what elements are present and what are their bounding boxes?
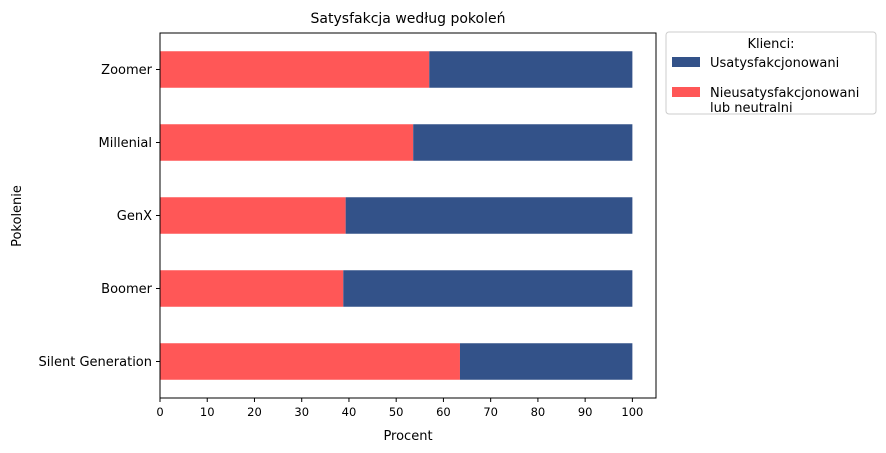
- plot-area: [160, 51, 633, 380]
- x-tick-label-6: 60: [436, 405, 451, 419]
- legend-title: Klienci:: [747, 37, 794, 52]
- bar-dissatisfied-0: [160, 343, 460, 380]
- x-tick-label-9: 90: [578, 405, 593, 419]
- x-tick-label-8: 80: [531, 405, 546, 419]
- legend-label-1: Nieusatysfakcjonowani lub neutralni: [710, 86, 859, 116]
- legend: Klienci: Usatysfakcjonowani Nieusatysfakc…: [665, 31, 877, 116]
- x-tick-label-1: 10: [200, 405, 215, 419]
- bar-satisfied-3: [413, 124, 633, 161]
- bar-dissatisfied-4: [160, 51, 430, 88]
- legend-swatch-1: [672, 87, 700, 97]
- y-tick-label-2: GenX: [117, 209, 152, 224]
- x-tick-label-10: 100: [621, 405, 643, 419]
- legend-swatch-0: [672, 57, 700, 67]
- bar-satisfied-1: [343, 270, 633, 307]
- bar-dissatisfied-3: [160, 124, 414, 161]
- y-tick-label-0: Silent Generation: [39, 355, 152, 370]
- x-tick-label-3: 30: [294, 405, 309, 419]
- legend-frame: [665, 31, 877, 115]
- y-tick-label-3: Millenial: [99, 136, 152, 151]
- chart-title: Satysfakcja według pokoleń: [311, 11, 506, 27]
- legend-label-0: Usatysfakcjonowani: [710, 56, 839, 71]
- y-tick-label-4: Zoomer: [101, 63, 152, 78]
- bar-satisfied-4: [429, 51, 633, 88]
- x-tick-label-2: 20: [247, 405, 262, 419]
- x-tick-label-4: 40: [342, 405, 357, 419]
- x-tick-label-0: 0: [156, 405, 163, 419]
- bar-dissatisfied-2: [160, 197, 346, 234]
- bar-satisfied-2: [345, 197, 633, 234]
- y-axis-title: Pokolenie: [10, 185, 25, 247]
- x-tick-label-5: 50: [389, 405, 404, 419]
- bar-dissatisfied-1: [160, 270, 344, 307]
- x-axis-title: Procent: [383, 429, 432, 444]
- x-tick-label-7: 70: [483, 405, 498, 419]
- y-tick-label-1: Boomer: [101, 282, 152, 297]
- bar-satisfied-0: [459, 343, 633, 380]
